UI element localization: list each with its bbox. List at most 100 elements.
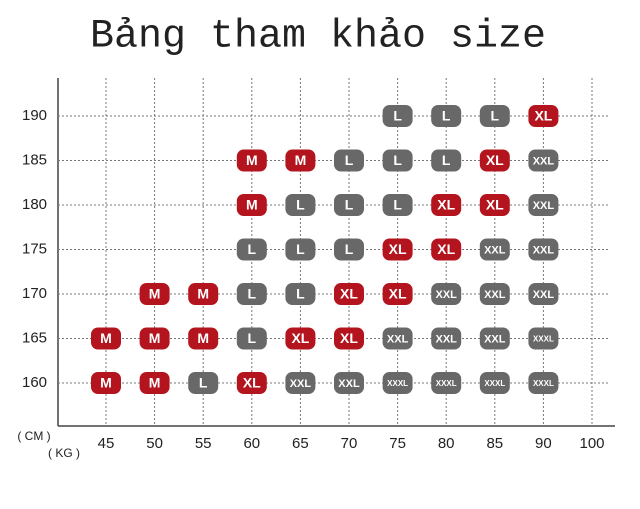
size-badge [431,194,462,216]
size-badge [479,283,510,305]
size-badge [528,327,559,350]
size-label: XXL [338,378,360,390]
size-label: M [149,375,161,391]
y-tick-label: 190 [22,107,47,124]
size-label: XL [486,197,504,213]
size-label: XL [340,330,358,346]
size-badge [382,327,413,350]
size-label: L [296,241,305,257]
size-label: XXL [533,289,555,301]
size-label: XXXL [436,379,457,388]
size-badge [382,105,413,127]
size-badge [139,283,170,305]
size-label: L [491,108,500,124]
size-label: M [100,330,112,346]
size-badge [285,283,316,305]
height-unit: ( CM ) [17,429,50,443]
size-badge [382,372,413,394]
size-badge [431,105,462,127]
size-label: L [296,197,305,213]
size-badge [285,327,316,350]
size-badge [285,194,316,216]
size-badge [528,283,559,305]
y-tick-label: 165 [22,329,47,346]
size-label: XXL [387,333,409,345]
size-badge [479,194,510,216]
size-badge [479,149,510,172]
size-badge [236,283,267,305]
size-label: M [295,152,307,168]
size-badge [285,372,316,394]
x-tick-label: 65 [292,435,309,452]
size-label: M [197,330,209,346]
size-badge [431,238,462,261]
size-label: XXXL [533,379,554,388]
size-badge [382,283,413,305]
size-label: L [393,152,402,168]
size-badge [188,283,219,305]
size-badge [431,327,462,350]
size-label: L [248,286,257,302]
size-badge [236,194,267,216]
y-tick-label: 175 [22,240,47,257]
size-badge [334,283,364,305]
y-tick-label: 185 [22,151,47,168]
size-badge [236,372,267,394]
size-badge [528,238,559,261]
size-badge [285,238,316,261]
size-label: XL [437,197,455,213]
size-badge [334,238,364,261]
size-badge [479,105,510,127]
size-label: XXL [533,155,555,167]
size-label: L [393,108,402,124]
y-tick-label: 180 [22,196,47,213]
size-label: L [248,330,257,346]
size-badge [188,372,219,394]
x-tick-label: 70 [341,435,358,452]
size-label: L [345,152,354,168]
size-label: XL [243,375,261,391]
y-tick-label: 160 [22,374,47,391]
size-badge [236,238,267,261]
title: Bảng tham khảo size [90,15,546,60]
size-badge [188,327,219,350]
size-label: XXL [484,289,506,301]
y-tick-label: 170 [22,285,47,302]
size-label: XL [340,286,358,302]
size-label: M [100,375,112,391]
size-badge [334,194,364,216]
x-tick-label: 45 [98,435,115,452]
size-badge [528,194,559,216]
size-label: L [296,286,305,302]
size-label: XXL [484,244,506,256]
size-badge [91,327,121,350]
size-label: XL [389,241,407,257]
size-label: L [345,241,354,257]
size-badge [479,238,510,261]
size-label: L [442,152,451,168]
size-label: L [393,197,402,213]
size-label: XXXL [533,335,554,344]
size-label: XL [291,330,309,346]
size-badge [382,149,413,172]
size-badge [139,372,170,394]
x-tick-label: 85 [486,435,503,452]
size-badge [479,327,510,350]
size-label: L [345,197,354,213]
size-badge [236,149,267,172]
size-label: L [442,108,451,124]
size-label: L [248,241,257,257]
size-badge [334,372,364,394]
size-label: M [197,286,209,302]
size-label: XXXL [387,379,408,388]
size-badge [139,327,170,350]
size-label: XXL [484,333,506,345]
size-label: M [246,197,258,213]
size-badge [479,372,510,394]
x-tick-label: 50 [146,435,163,452]
size-label: M [149,286,161,302]
size-badge [236,327,267,350]
size-badge [382,238,413,261]
size-badge [528,372,559,394]
